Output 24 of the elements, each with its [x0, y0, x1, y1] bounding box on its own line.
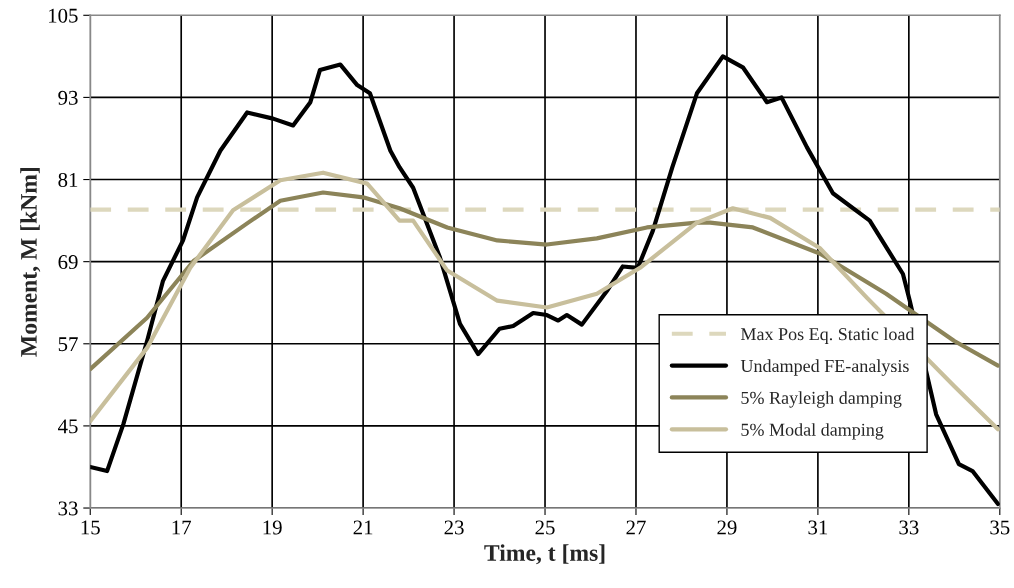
x-tick-label: 29: [717, 520, 737, 535]
legend-label: 5% Rayleigh damping: [741, 391, 902, 408]
y-tick-label: 45: [58, 419, 78, 434]
y-axis-title: Moment, M [kNm]: [20, 168, 41, 357]
y-tick-label: 93: [58, 90, 78, 105]
y-tick-label: 57: [58, 337, 78, 352]
x-tick-label: 25: [535, 520, 555, 535]
y-tick-label: 69: [58, 255, 78, 270]
x-tick-label: 15: [81, 520, 100, 535]
y-tick-label: 81: [58, 172, 78, 187]
x-tick-label: 27: [626, 520, 646, 535]
x-tick-label: 19: [263, 520, 282, 535]
x-tick-label: 31: [808, 520, 828, 535]
y-tick-label: 105: [49, 8, 78, 23]
x-tick-label: 33: [899, 520, 919, 535]
legend-label: 5% Modal damping: [741, 423, 884, 440]
x-tick-label: 17: [172, 520, 192, 535]
y-tick-label: 33: [58, 501, 78, 516]
x-tick-label: 23: [444, 520, 464, 535]
legend-label: Undamped FE-analysis: [740, 359, 909, 376]
legend-label: Max Pos Eq. Static load: [740, 327, 915, 344]
x-tick-label: 35: [990, 520, 1010, 535]
x-tick-label: 21: [353, 520, 373, 535]
x-axis-title: Time, t [ms]: [484, 544, 605, 565]
